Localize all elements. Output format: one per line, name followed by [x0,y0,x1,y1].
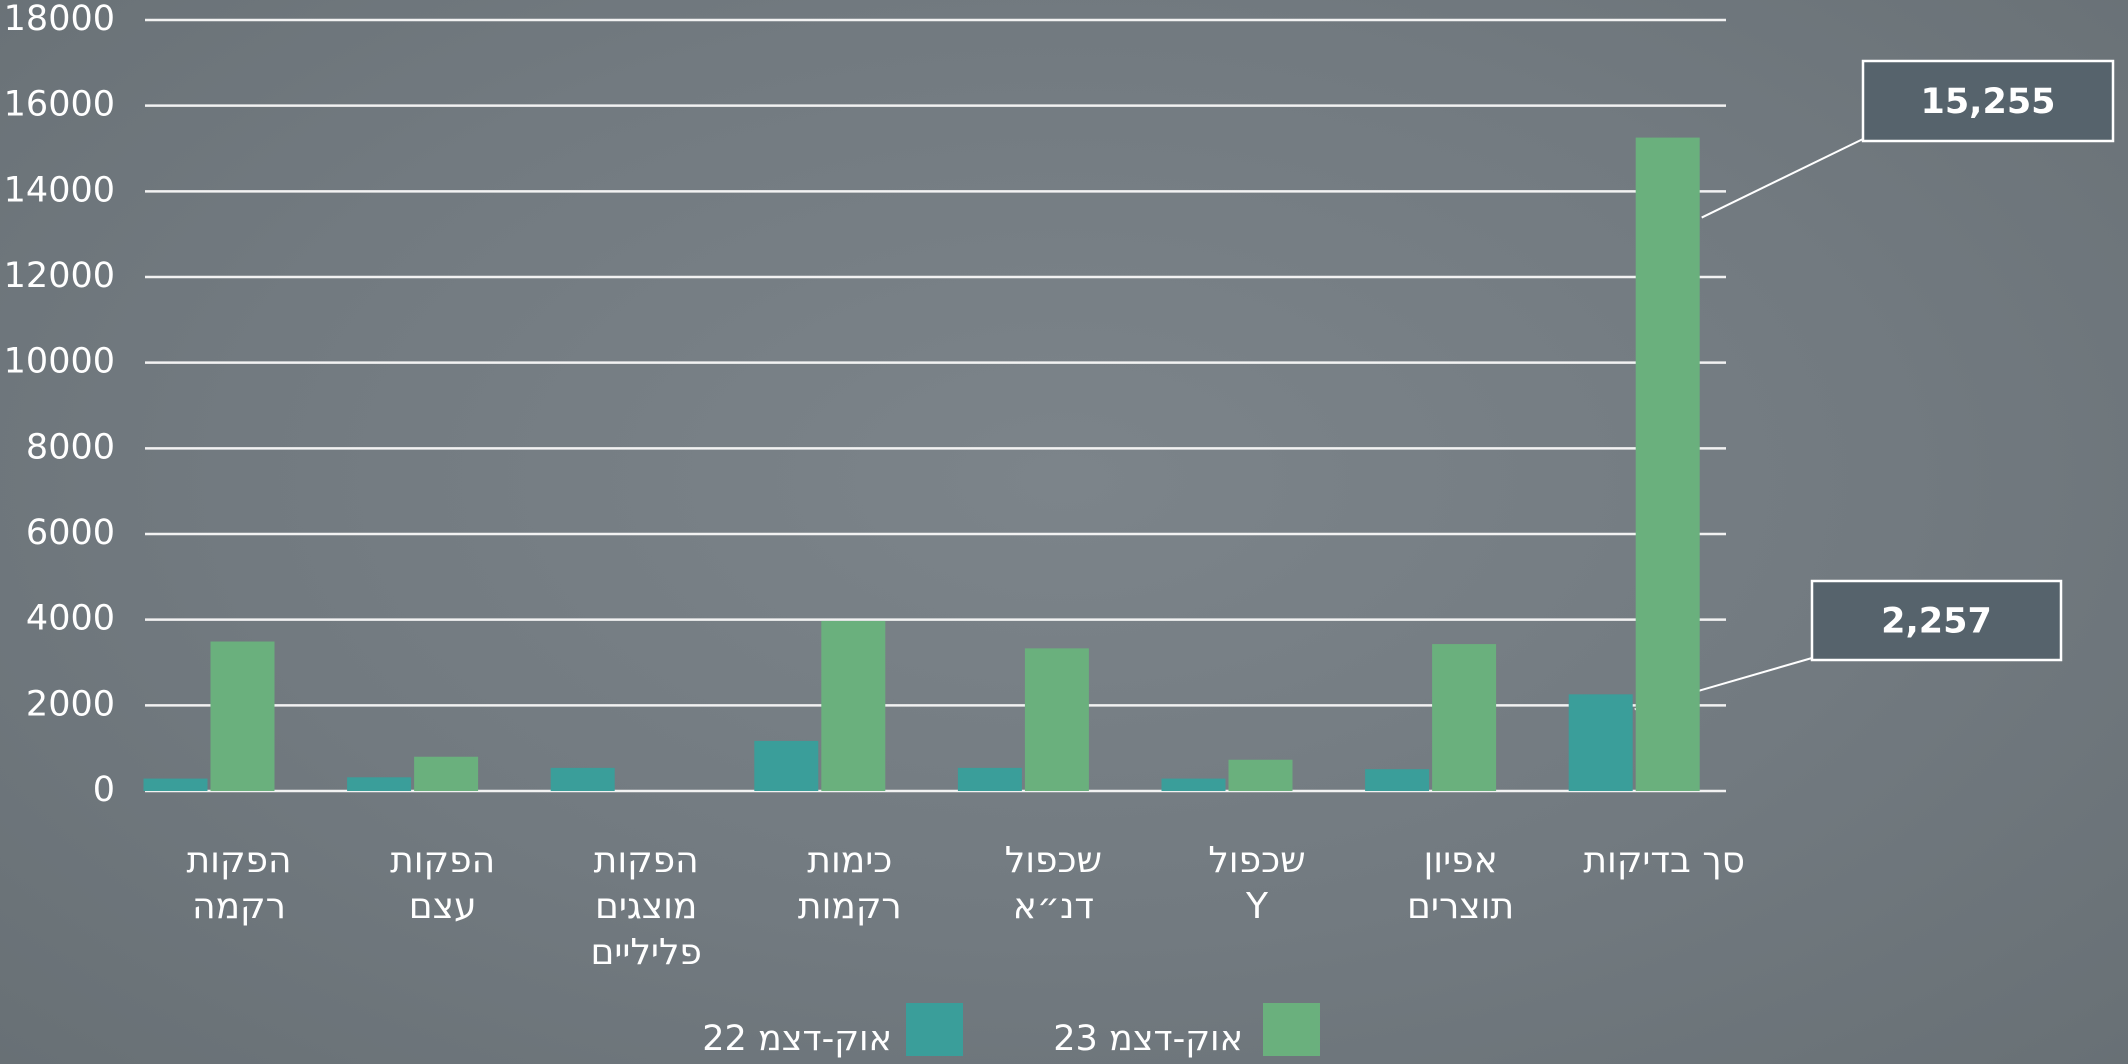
bar [347,777,411,791]
y-tick-label: 6000 [26,513,115,553]
y-tick-label: 2000 [26,684,115,724]
legend-swatch [906,1003,963,1056]
bar [1162,779,1226,791]
y-tick-label: 0 [93,770,115,810]
bar [1636,138,1700,791]
y-tick-label: 14000 [4,170,115,210]
x-tick-label: אפיון תוצרים [1351,838,1571,930]
y-tick-label: 16000 [4,85,115,125]
legend-swatch [1263,1003,1320,1056]
x-tick-label: הפקות עצם [333,838,553,930]
y-tick-label: 12000 [4,256,115,296]
bar [754,741,818,791]
bar [1025,648,1089,791]
y-tick-label: 4000 [26,599,115,639]
bar [1432,644,1496,791]
legend-label: אוק-דצמ 23 [1053,1019,1243,1059]
x-tick-label: הפקות רקמה [129,838,349,930]
bar [551,768,615,791]
bar [1229,760,1293,791]
bar [821,621,885,791]
bar [144,779,208,791]
page: 0 2000 4000 6000 8000 10000 12000 14000 16000 180… [0,0,2128,1064]
x-tick-label: כימות רקמות [740,838,960,930]
value-label: 2,257 [1881,602,1992,642]
x-tick-label: סך בדיקות [1554,838,1774,884]
y-tick-label: 8000 [26,427,115,467]
x-tick-label: שכפול Y [1147,838,1367,930]
bar [414,757,478,791]
callout-line [1702,139,1863,218]
x-tick-label: שכפול דנ״א [943,838,1163,930]
x-tick-label: הפקות מוצגים פליליים [536,838,756,976]
bar [211,642,275,791]
bar [958,768,1022,791]
value-label: 15,255 [1920,82,2055,122]
bar [1365,769,1429,791]
y-tick-label: 18000 [4,0,115,39]
legend-label: אוק-דצמ 22 [702,1019,892,1059]
y-tick-label: 10000 [4,342,115,382]
bar [1569,694,1633,791]
